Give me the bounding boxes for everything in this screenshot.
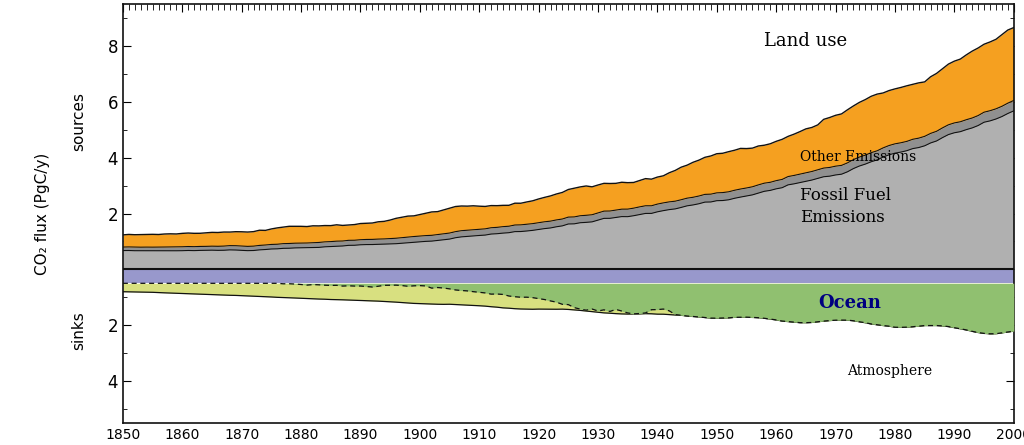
Text: CO₂ flux (PgC/y): CO₂ flux (PgC/y) bbox=[35, 153, 50, 275]
Text: Land use: Land use bbox=[764, 32, 848, 50]
Text: Ocean: Ocean bbox=[818, 295, 881, 312]
Text: Emissions: Emissions bbox=[800, 209, 885, 226]
Text: Other Emissions: Other Emissions bbox=[800, 150, 916, 164]
Text: Atmosphere: Atmosphere bbox=[848, 364, 933, 378]
Text: Fossil Fuel: Fossil Fuel bbox=[800, 186, 891, 204]
Text: sinks: sinks bbox=[71, 312, 86, 350]
Text: sources: sources bbox=[71, 92, 86, 151]
